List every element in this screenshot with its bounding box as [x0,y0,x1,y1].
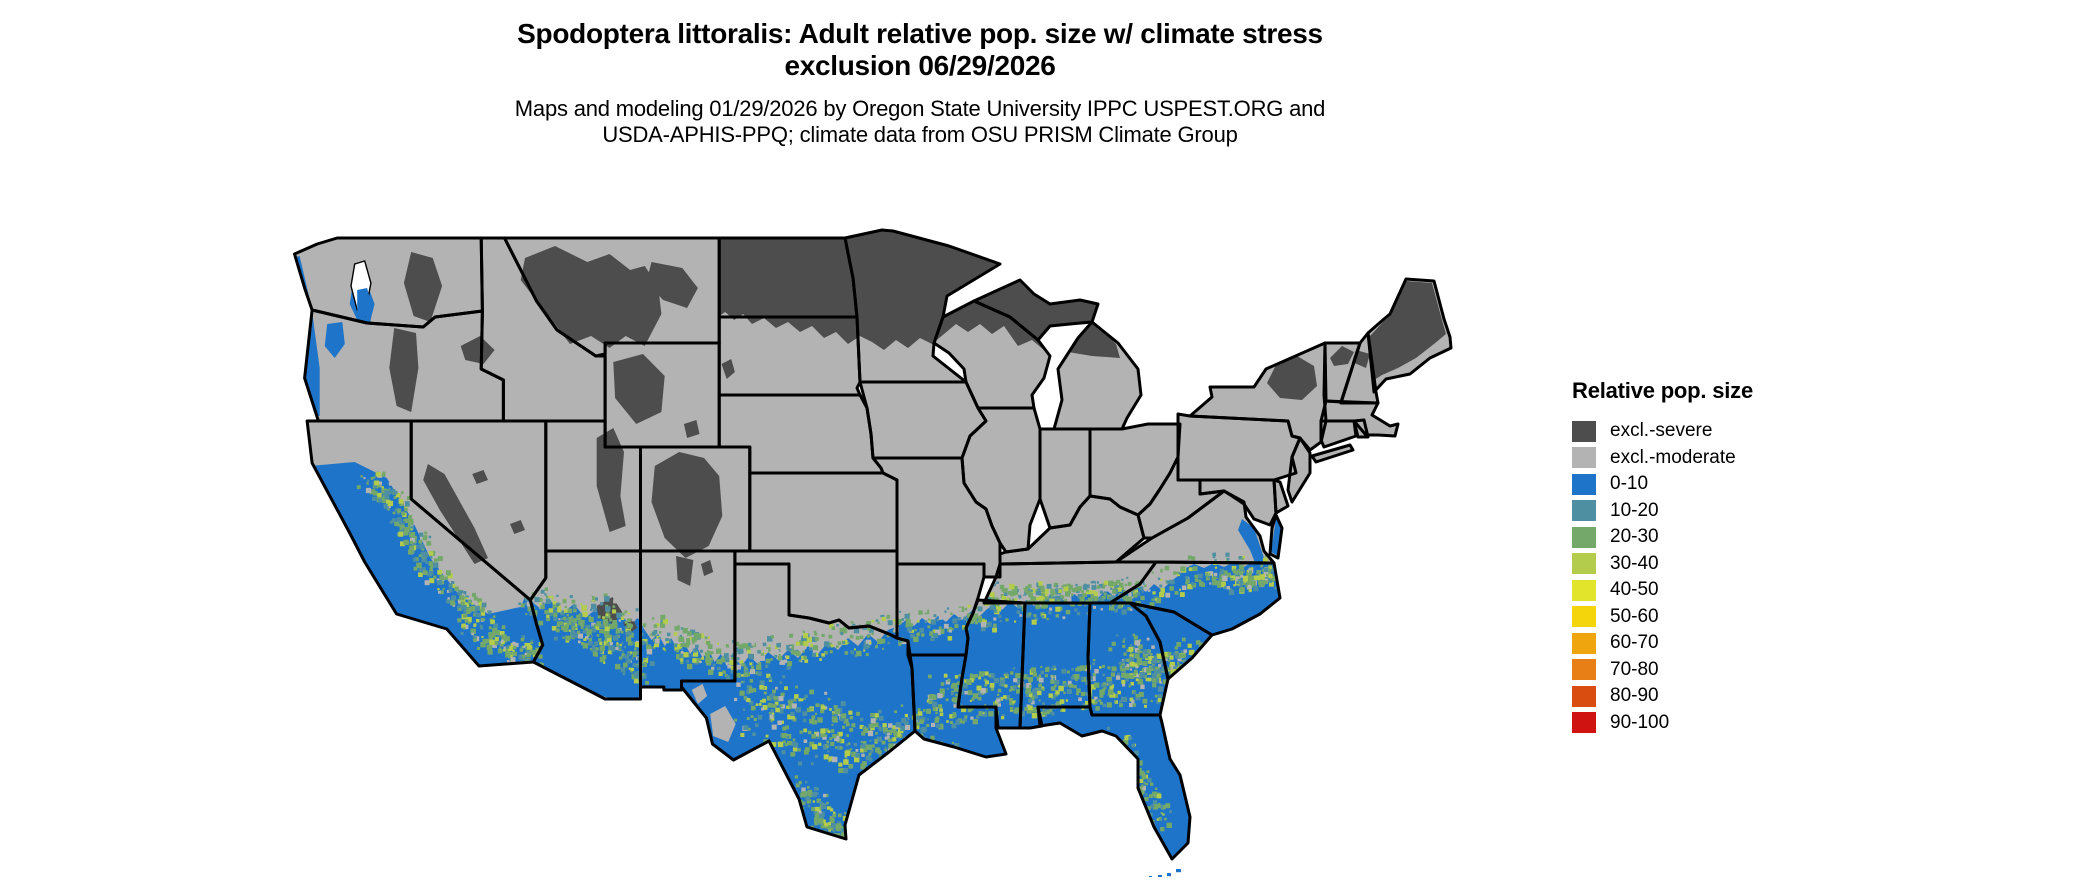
header: Spodoptera littoralis: Adult relative po… [290,18,1550,148]
figure-title: Spodoptera littoralis: Adult relative po… [290,18,1550,82]
figure-subtitle: Maps and modeling 01/29/2026 by Oregon S… [290,96,1550,148]
legend-swatch [1572,473,1596,495]
legend-item: 70-80 [1572,657,1812,684]
legend-item-label: 20-30 [1610,526,1659,548]
legend-item: excl.-severe [1572,418,1812,445]
legend-item: 20-30 [1572,524,1812,551]
legend-item: excl.-moderate [1572,445,1812,472]
legend-swatch [1572,500,1596,522]
state-borders [293,228,1453,861]
legend-item-label: 60-70 [1610,632,1659,654]
legend-swatch [1572,553,1596,575]
figure-title-line1: Spodoptera littoralis: Adult relative po… [517,18,1323,49]
legend-swatch [1572,659,1596,681]
legend-item: 50-60 [1572,604,1812,631]
figure-subtitle-line2: USDA-APHIS-PPQ; climate data from OSU PR… [602,122,1238,147]
legend-item-label: excl.-moderate [1610,446,1736,468]
legend-swatch [1572,712,1596,734]
legend-swatch [1572,579,1596,601]
legend-swatch [1572,420,1596,442]
legend-swatch [1572,632,1596,654]
legend-items: excl.-severe excl.-moderate 0-10 10-20 20-30… [1572,418,1812,736]
legend-item-label: 70-80 [1610,658,1659,680]
legend-item: 80-90 [1572,683,1812,710]
legend-title: Relative pop. size [1572,378,1754,403]
legend-item-label: 90-100 [1610,711,1670,733]
legend-item: 30-40 [1572,551,1812,578]
legend-item: 90-100 [1572,710,1812,737]
legend-item-label: 0-10 [1610,473,1649,495]
legend-item: 10-20 [1572,498,1812,525]
legend-item-label: 50-60 [1610,605,1659,627]
legend-item-label: excl.-severe [1610,420,1713,442]
legend-item: 60-70 [1572,630,1812,657]
legend: Relative pop. size excl.-severe excl.-mod… [1572,378,1812,736]
legend-item-label: 10-20 [1610,499,1659,521]
legend-swatch [1572,447,1596,469]
legend-swatch [1572,685,1596,707]
legend-item: 0-10 [1572,471,1812,498]
figure-subtitle-line1: Maps and modeling 01/29/2026 by Oregon S… [514,96,1326,121]
legend-item-label: 30-40 [1610,552,1659,574]
legend-swatch [1572,526,1596,548]
legend-item-label: 80-90 [1610,685,1659,707]
legend-item: 40-50 [1572,577,1812,604]
legend-item-label: 40-50 [1610,579,1659,601]
us-map [293,228,1453,877]
figure-title-line2: exclusion 06/29/2026 [784,50,1056,81]
legend-swatch [1572,606,1596,628]
